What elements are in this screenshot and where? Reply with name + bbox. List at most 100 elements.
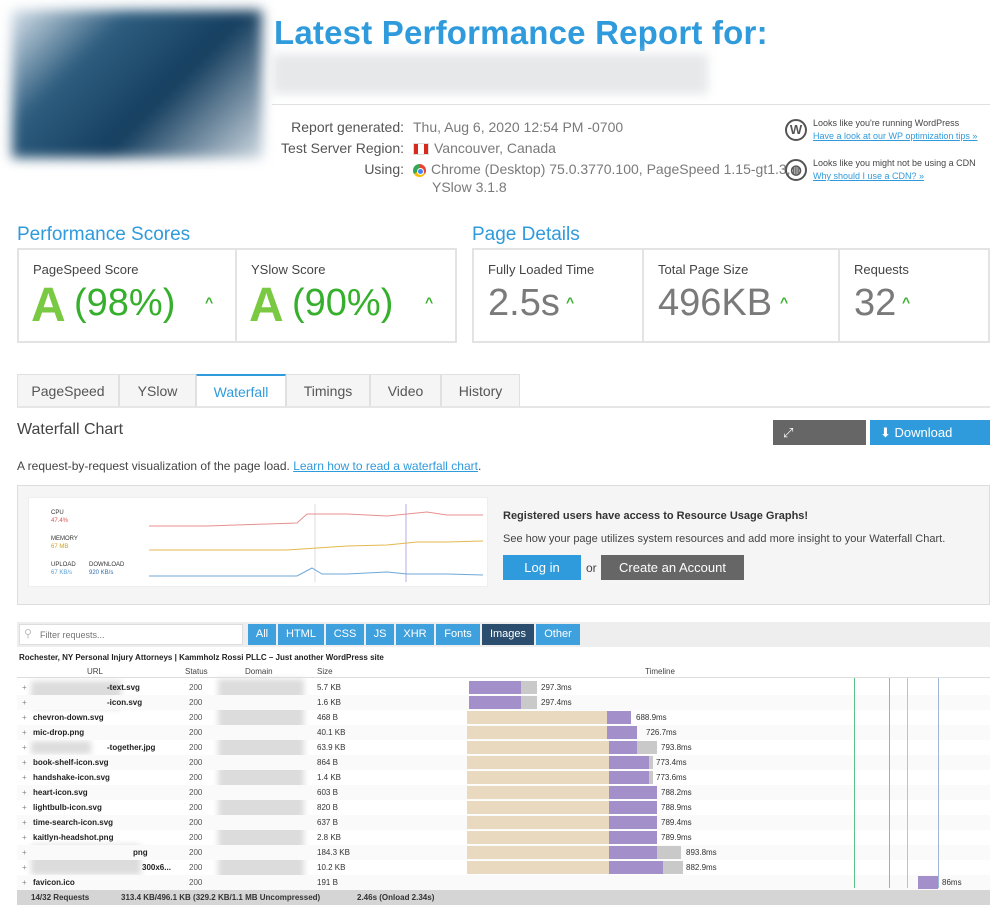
table-row[interactable]: + book-shelf-icon.svg 200 864 B 773.4ms [17, 755, 990, 770]
filter-other[interactable]: Other [536, 624, 580, 645]
row-time: 773.4ms [656, 758, 687, 767]
performance-scores-title: Performance Scores [17, 224, 191, 245]
col-domain: Domain [245, 667, 273, 676]
row-size: 468 B [317, 713, 338, 722]
receive-bar [918, 876, 938, 889]
filter-requests-input[interactable] [38, 626, 242, 644]
tested-url [272, 54, 708, 94]
table-row[interactable]: + -text.svg 200 5.7 KB 297.3ms [17, 680, 990, 695]
timeline-marker [907, 678, 908, 888]
expand-row-icon[interactable]: + [22, 833, 27, 842]
waterfall-help-link[interactable]: Learn how to read a waterfall chart [293, 459, 478, 473]
row-time: 789.4ms [661, 818, 692, 827]
fullscreen-button[interactable]: ⤢ Fullscreen [773, 420, 866, 465]
size-label: Total Page Size [658, 262, 749, 277]
row-url: mic-drop.png [33, 728, 85, 737]
expand-row-icon[interactable]: + [22, 743, 27, 752]
wait-bar [467, 711, 607, 724]
table-row[interactable]: + png 200 184.3 KB 893.8ms [17, 845, 990, 860]
memory-value: 67 MB [51, 544, 69, 550]
expand-row-icon[interactable]: + [22, 788, 27, 797]
row-size: 10.2 KB [317, 863, 346, 872]
table-row[interactable]: + mic-drop.png 200 40.1 KB 726.7ms [17, 725, 990, 740]
globe-icon: ◍ [785, 159, 807, 181]
receive-bar [469, 696, 521, 709]
expand-row-icon[interactable]: + [22, 848, 27, 857]
cdn-tip-link[interactable]: Why should I use a CDN? » [813, 171, 925, 181]
table-row[interactable]: + chevron-down.svg 200 468 B 688.9ms [17, 710, 990, 725]
tab-yslow[interactable]: YSlow [119, 374, 196, 406]
tab-waterfall[interactable]: Waterfall [196, 374, 286, 406]
up-arrow-icon: ^ [902, 294, 911, 310]
table-row[interactable]: + kaitlyn-headshot.png 200 2.8 KB 789.9ms [17, 830, 990, 845]
filter-fonts[interactable]: Fonts [436, 624, 480, 645]
expand-row-icon[interactable]: + [22, 878, 27, 887]
filter-xhr[interactable]: XHR [396, 624, 434, 645]
row-size: 603 B [317, 788, 338, 797]
expand-row-icon[interactable]: + [22, 683, 27, 692]
tab-pagespeed[interactable]: PageSpeed [17, 374, 119, 406]
download-har-label: Download HAR [880, 425, 953, 465]
up-arrow-icon: ^ [205, 294, 214, 310]
expand-row-icon[interactable]: + [22, 773, 27, 782]
row-time: 788.9ms [661, 803, 692, 812]
row-size: 40.1 KB [317, 728, 346, 737]
row-time: 893.8ms [686, 848, 717, 857]
size-value: 496KB [658, 282, 773, 324]
upload-value: 67 KB/s [51, 570, 73, 576]
table-row[interactable]: + handshake-icon.svg 200 1.4 KB 773.6ms [17, 770, 990, 785]
table-row[interactable]: + lightbulb-icon.svg 200 820 B 788.9ms [17, 800, 990, 815]
row-size: 864 B [317, 758, 338, 767]
expand-row-icon[interactable]: + [22, 863, 27, 872]
filter-images[interactable]: Images [482, 624, 534, 645]
download-value: 920 KB/s [89, 570, 114, 576]
expand-row-icon[interactable]: + [22, 758, 27, 767]
page-details-panel: Fully Loaded Time 2.5s ^ Total Page Size… [472, 248, 990, 343]
expand-row-icon[interactable]: + [22, 713, 27, 722]
table-row[interactable]: + heart-icon.svg 200 603 B 788.2ms [17, 785, 990, 800]
up-arrow-icon: ^ [566, 294, 575, 310]
row-url: kaitlyn-headshot.png [33, 833, 114, 842]
receive-bar [607, 711, 631, 724]
receive-bar [609, 816, 657, 829]
footer-size: 313.4 KB/496.1 KB (329.2 KB/1.1 MB Uncom… [121, 893, 321, 902]
up-arrow-icon: ^ [425, 294, 434, 310]
tab-video[interactable]: Video [370, 374, 441, 406]
tab-timings[interactable]: Timings [286, 374, 370, 406]
expand-row-icon[interactable]: + [22, 818, 27, 827]
download-har-button[interactable]: ⬇ Download HAR [870, 420, 990, 465]
table-row[interactable]: + favicon.ico 200 191 B 86ms [17, 875, 990, 890]
row-time: 86ms [942, 878, 962, 887]
download-bar [657, 846, 681, 859]
create-account-button[interactable]: Create an Account [601, 555, 744, 580]
download-bar [637, 741, 657, 754]
filter-input-wrap[interactable]: ⚲ [19, 624, 243, 645]
row-url: heart-icon.svg [33, 788, 88, 797]
expand-row-icon[interactable]: + [22, 803, 27, 812]
row-status: 200 [189, 743, 203, 752]
filter-all[interactable]: All [248, 624, 276, 645]
report-generated-label: Report generated: [291, 119, 404, 135]
table-footer: 14/32 Requests 313.4 KB/496.1 KB (329.2 … [17, 890, 990, 905]
table-row[interactable]: +300x6... 200 10.2 KB 882.9ms [17, 860, 990, 875]
expand-row-icon[interactable]: + [22, 698, 27, 707]
login-button[interactable]: Log in [503, 555, 581, 580]
canada-flag-icon [413, 143, 429, 156]
filter-js[interactable]: JS [366, 624, 394, 645]
table-row[interactable]: + time-search-icon.svg 200 637 B 789.4ms [17, 815, 990, 830]
table-row[interactable]: + -together.jpg 200 63.9 KB 793.8ms [17, 740, 990, 755]
report-generated-value: Thu, Aug 6, 2020 12:54 PM -0700 [413, 119, 624, 135]
memory-label: MEMORY [51, 536, 78, 542]
filter-css[interactable]: CSS [326, 624, 364, 645]
row-url: book-shelf-icon.svg [33, 758, 109, 767]
wordpress-tip-text: Looks like you're running WordPress [813, 118, 960, 128]
using-value-line1: Chrome (Desktop) 75.0.3770.100, PageSpee… [431, 161, 791, 177]
row-url: -icon.svg [107, 698, 143, 707]
wordpress-tip-link[interactable]: Have a look at our WP optimization tips … [813, 131, 978, 141]
expand-row-icon[interactable]: + [22, 728, 27, 737]
url-redacted [31, 741, 91, 754]
table-row[interactable]: + -icon.svg 200 1.6 KB 297.4ms [17, 695, 990, 710]
tab-history[interactable]: History [441, 374, 520, 406]
filter-html[interactable]: HTML [278, 624, 324, 645]
timeline-marker [938, 678, 939, 888]
